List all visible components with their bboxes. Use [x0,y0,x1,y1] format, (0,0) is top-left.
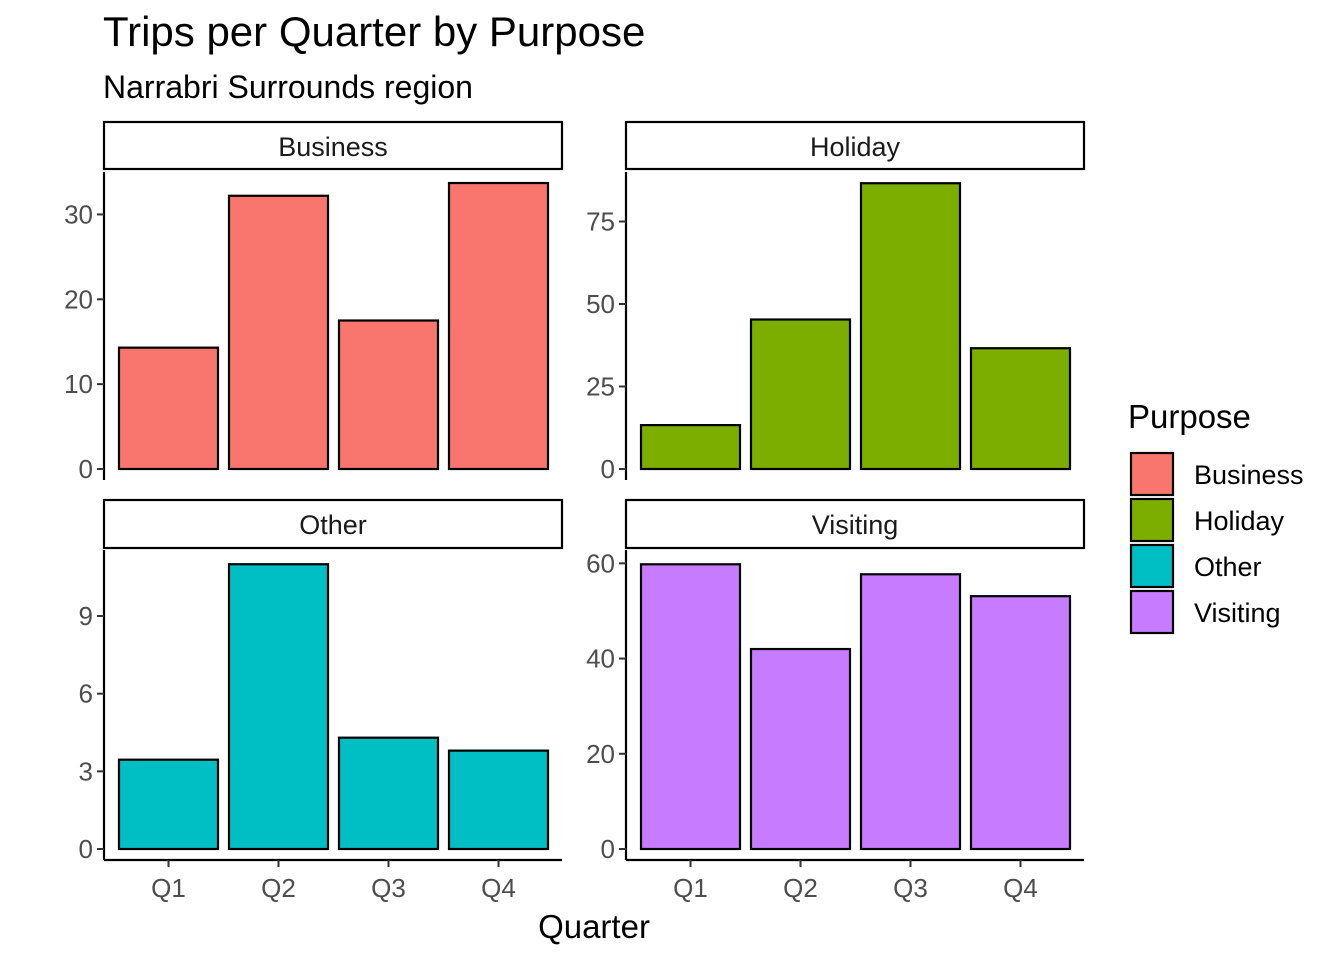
y-tick-label: 75 [586,207,615,237]
y-tick-label: 10 [64,369,93,399]
x-axis-title: Quarter [538,908,650,945]
bar-visiting-q2 [749,647,852,851]
facet-business: Business 0 10 20 30 [64,120,564,484]
bar-other-q3 [337,736,440,851]
bar-holiday-q2 [749,318,852,471]
y-tick-label: 6 [79,679,93,709]
bar-visiting-q1 [639,563,742,851]
facet-visiting: Visiting 0 20 40 60 Q1 Q2 Q3 Q4 [586,498,1086,903]
chart-title: Trips per Quarter by Purpose [103,8,645,55]
legend-label: Visiting [1194,598,1281,628]
facet-holiday: Holiday 0 25 50 75 [586,120,1086,484]
chart-subtitle: Narrabri Surrounds region [103,69,473,105]
bar-other-q4 [447,749,550,851]
facet-strip-holiday [624,120,1086,171]
facet-strip-label: Holiday [810,132,901,162]
bar-visiting-q3 [859,573,962,851]
y-tick-label: 3 [79,756,93,786]
facet-strip-business [102,120,564,171]
legend-key-other [1129,543,1175,589]
x-tick-label: Q3 [893,873,928,903]
facet-panels: Business 0 10 20 30 Holiday 0 25 50 75 Other 0 3 6 9 Q1… [64,120,1086,903]
facet-strip-label: Other [299,510,367,540]
x-tick-label: Q4 [1003,873,1038,903]
y-tick-label: 30 [64,199,93,229]
y-tick-label: 20 [64,284,93,314]
y-tick-label: 9 [79,601,93,631]
x-tick-label: Q2 [783,873,818,903]
y-tick-label: 60 [586,548,615,578]
x-tick-label: Q2 [261,873,296,903]
facet-other: Other 0 3 6 9 Q1 Q2 Q3 Q4 [79,498,564,903]
legend-key-visiting [1129,589,1175,635]
y-tick-label: 0 [79,454,93,484]
facet-strip-other [102,498,564,550]
y-tick-label: 0 [601,454,615,484]
y-tick-label: 0 [79,834,93,864]
x-tick-label: Q4 [481,873,516,903]
bar-other-q2 [227,563,330,851]
bar-other-q1 [117,758,220,851]
legend: Purpose Business Holiday Other Visiting [1128,398,1304,635]
legend-key-holiday [1129,497,1175,543]
y-tick-label: 50 [586,289,615,319]
bar-holiday-q1 [639,424,742,471]
x-tick-label: Q1 [151,873,186,903]
bar-business-q1 [117,346,220,471]
facet-strip-label: Business [278,132,388,162]
y-tick-label: 40 [586,644,615,674]
legend-label: Holiday [1194,506,1285,536]
x-tick-label: Q3 [371,873,406,903]
y-tick-label: 20 [586,739,615,769]
facet-strip-visiting [624,498,1086,550]
bar-business-q2 [227,194,330,471]
legend-title: Purpose [1128,398,1251,435]
facet-strip-label: Visiting [812,510,899,540]
bar-visiting-q4 [969,595,1072,851]
legend-key-business [1129,451,1175,497]
legend-label: Business [1194,460,1304,490]
bar-holiday-q3 [859,182,962,471]
legend-label: Other [1194,552,1262,582]
x-tick-label: Q1 [673,873,708,903]
bar-business-q3 [337,319,440,471]
bar-holiday-q4 [969,347,1072,471]
y-tick-label: 25 [586,372,615,402]
bar-business-q4 [447,181,550,471]
y-tick-label: 0 [601,834,615,864]
